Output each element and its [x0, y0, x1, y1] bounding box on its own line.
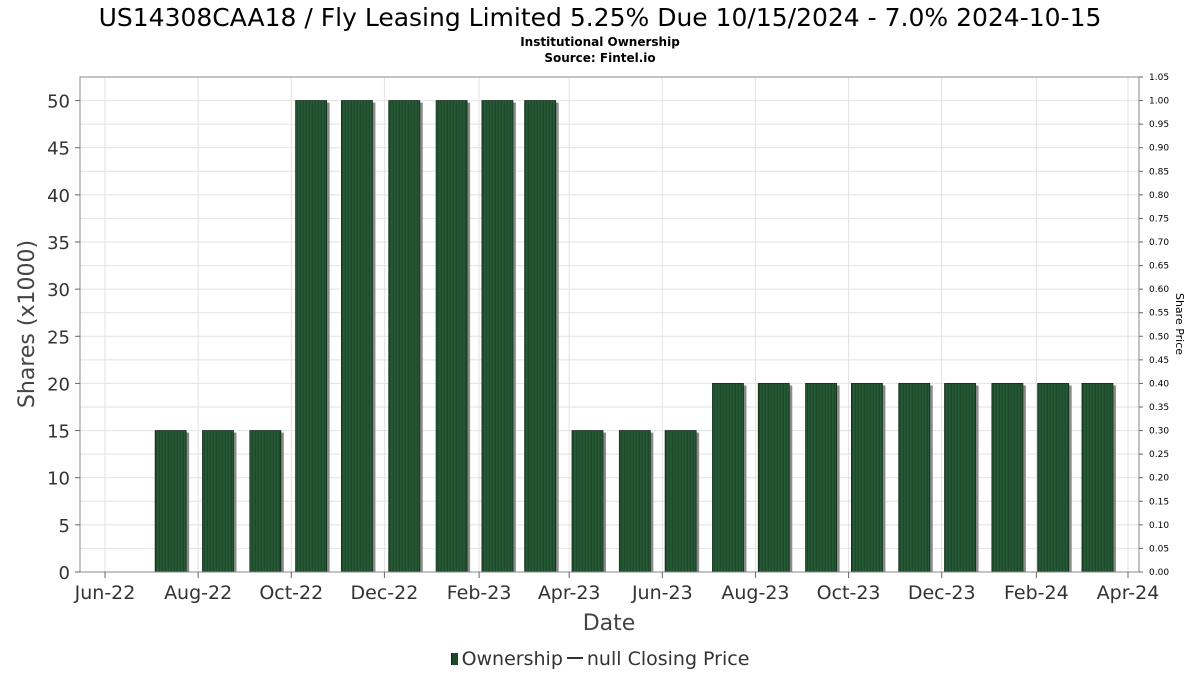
- x-tick-label: Jun-23: [631, 582, 693, 604]
- y-tick-label: 40: [47, 186, 70, 207]
- y-right-tick-label: 0.60: [1149, 285, 1169, 295]
- y-right-tick-label: 0.55: [1149, 309, 1169, 319]
- y-tick-label: 20: [47, 374, 70, 395]
- bar: [571, 430, 604, 573]
- y-right-tick-label: 0.65: [1149, 262, 1169, 272]
- x-axis-ticks: Jun-22 Aug-22 Oct-22 Dec-22 Feb-23 Apr-23 Jun-…: [74, 572, 1160, 604]
- bar: [712, 383, 744, 573]
- y-right-tick-label: 0.95: [1149, 120, 1169, 130]
- y-axis-title: Shares (x1000): [15, 240, 40, 408]
- x-tick-label: Oct-23: [817, 582, 881, 604]
- bar: [388, 100, 421, 573]
- y-right-tick-label: 1.05: [1149, 73, 1169, 83]
- chart-subtitle: Institutional Ownership: [520, 35, 680, 49]
- x-tick-label: Dec-22: [351, 582, 419, 604]
- y-tick-label: 45: [47, 139, 70, 160]
- y-right-tick-label: 0.70: [1149, 238, 1169, 248]
- y-right-tick-label: 0.05: [1149, 544, 1169, 554]
- ownership-legend-swatch: [450, 653, 458, 665]
- x-tick-label: Aug-22: [164, 582, 232, 604]
- chart-legend: Ownership null Closing Price: [0, 647, 1200, 671]
- y-tick-label: 5: [59, 516, 70, 537]
- y-right-tick-label: 0.75: [1149, 214, 1169, 224]
- price-legend-swatch: [566, 657, 583, 659]
- y-right-tick-label: 0.35: [1149, 403, 1169, 413]
- bar: [851, 383, 883, 573]
- legend-price-label: null Closing Price: [586, 648, 750, 670]
- bar: [664, 430, 697, 573]
- bar: [202, 430, 234, 573]
- x-axis-title: Date: [583, 611, 636, 636]
- y-tick-label: 25: [47, 327, 70, 348]
- bar: [341, 100, 373, 573]
- bar: [524, 100, 557, 573]
- y-axis-ticks: 0 5 10 15 20 25 30 35 40 45 50: [47, 92, 80, 584]
- y-right-tick-label: 0.50: [1149, 332, 1169, 342]
- bar: [944, 383, 976, 573]
- y-right-tick-label: 0.80: [1149, 191, 1169, 201]
- x-tick-label: Aug-23: [721, 582, 789, 604]
- y-axis-right-ticks: 0.00 0.05 0.10 0.15 0.20 0.25 0.30 0.35 0.40 0.45…: [1139, 73, 1169, 578]
- y-right-tick-label: 0.45: [1149, 356, 1169, 366]
- y-tick-label: 10: [47, 469, 70, 490]
- y-right-tick-label: 0.00: [1149, 568, 1169, 578]
- y-right-tick-label: 0.25: [1149, 450, 1169, 460]
- legend-ownership-label: Ownership: [461, 648, 563, 670]
- y-right-tick-label: 0.85: [1149, 167, 1169, 177]
- y-right-tick-label: 0.30: [1149, 427, 1169, 437]
- y-right-tick-label: 0.40: [1149, 379, 1169, 389]
- x-tick-label: Dec-23: [908, 582, 976, 604]
- bar: [991, 383, 1024, 573]
- y-right-tick-label: 0.20: [1149, 474, 1169, 484]
- y-right-tick-label: 1.00: [1149, 97, 1169, 107]
- bar: [1037, 383, 1070, 573]
- y-tick-label: 35: [47, 233, 70, 254]
- y-right-tick-label: 0.10: [1149, 521, 1169, 531]
- bar: [154, 430, 187, 573]
- x-tick-label: Oct-22: [259, 582, 323, 604]
- bar: [757, 383, 790, 573]
- x-tick-label: Apr-24: [1097, 582, 1160, 604]
- bar: [249, 430, 282, 573]
- bar: [481, 100, 514, 573]
- y-right-tick-label: 0.15: [1149, 497, 1169, 507]
- x-tick-label: Feb-23: [447, 582, 512, 604]
- y-tick-label: 30: [47, 280, 70, 301]
- plot-background: [80, 77, 1139, 572]
- x-tick-label: Apr-23: [538, 582, 601, 604]
- x-tick-label: Jun-22: [74, 582, 136, 604]
- bar: [898, 383, 931, 573]
- y-axis-right-title: Share Price: [1173, 293, 1186, 355]
- y-tick-label: 0: [59, 563, 70, 584]
- bar: [295, 100, 328, 573]
- bar: [435, 100, 468, 573]
- plot-border: [79, 76, 1140, 573]
- bar: [618, 430, 651, 573]
- y-tick-label: 50: [47, 92, 70, 113]
- bar: [1081, 383, 1114, 573]
- chart-source: Source: Fintel.io: [544, 51, 656, 65]
- y-tick-label: 15: [47, 422, 70, 443]
- chart-title: US14308CAA18 / Fly Leasing Limited 5.25%…: [98, 3, 1102, 32]
- y-right-tick-label: 0.90: [1149, 144, 1169, 154]
- bar: [805, 383, 837, 573]
- x-tick-label: Feb-24: [1004, 582, 1069, 604]
- bar-series-ownership: [154, 100, 1116, 573]
